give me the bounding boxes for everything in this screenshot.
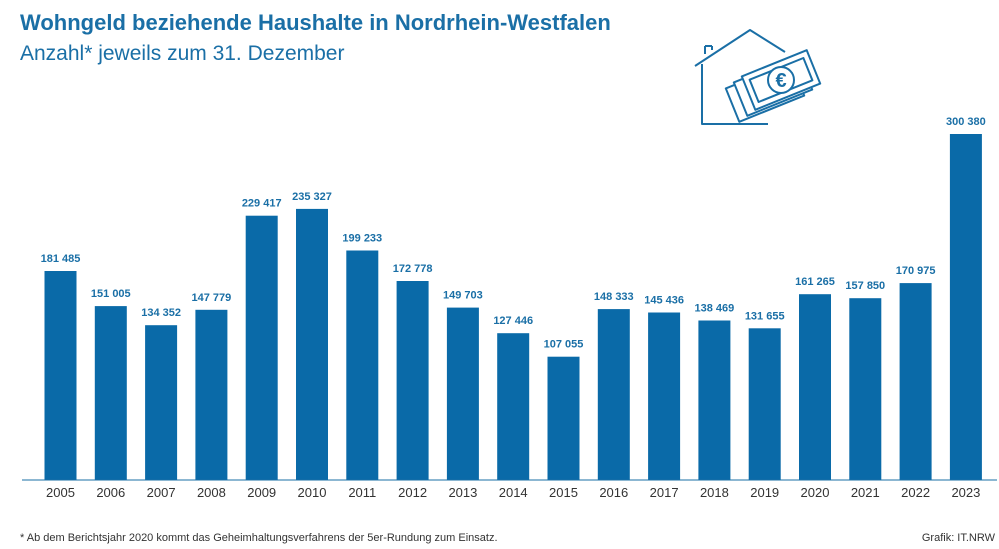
value-label-2023: 300 380 xyxy=(946,116,986,128)
x-tick-label-2021: 2021 xyxy=(851,485,880,500)
chart-subtitle: Anzahl* jeweils zum 31. Dezember xyxy=(20,42,345,65)
x-tick-label-2007: 2007 xyxy=(147,485,176,500)
bar-2011 xyxy=(346,250,379,480)
value-label-2018: 138 469 xyxy=(695,303,735,315)
x-tick-label-2013: 2013 xyxy=(448,485,477,500)
bar-2016 xyxy=(597,309,630,480)
bar-2009 xyxy=(245,215,278,480)
value-label-2021: 157 850 xyxy=(845,280,885,292)
x-tick-label-2011: 2011 xyxy=(348,485,376,500)
x-tick-label-2006: 2006 xyxy=(96,485,125,500)
bar-2018 xyxy=(698,320,731,480)
bar-2023 xyxy=(949,134,982,480)
x-tick-label-2016: 2016 xyxy=(599,485,628,500)
x-tick-label-2017: 2017 xyxy=(650,485,679,500)
bar-2019 xyxy=(748,328,781,480)
x-tick-label-2012: 2012 xyxy=(398,485,427,500)
chart-footnote: * Ab dem Berichtsjahr 2020 kommt das Geh… xyxy=(20,532,498,544)
value-label-2013: 149 703 xyxy=(443,290,483,302)
bar-2021 xyxy=(849,298,882,480)
x-tick-label-2020: 2020 xyxy=(801,485,830,500)
x-tick-label-2023: 2023 xyxy=(951,485,980,500)
bar-2008 xyxy=(195,309,228,480)
value-label-2016: 148 333 xyxy=(594,291,634,303)
bar-2005 xyxy=(44,271,77,480)
bar-2014 xyxy=(497,333,530,480)
value-label-2020: 161 265 xyxy=(795,276,835,288)
value-label-2019: 131 655 xyxy=(745,310,785,322)
value-label-2005: 181 485 xyxy=(41,253,81,265)
x-tick-label-2018: 2018 xyxy=(700,485,729,500)
bar-2015 xyxy=(547,356,580,480)
value-label-2009: 229 417 xyxy=(242,198,282,210)
bar-2022 xyxy=(899,283,932,480)
house-with-euro-banknotes-icon: € xyxy=(694,29,822,125)
euro-glyph: € xyxy=(775,70,786,92)
value-label-2006: 151 005 xyxy=(91,288,131,300)
value-label-2022: 170 975 xyxy=(896,265,936,277)
bar-2012 xyxy=(396,281,429,480)
value-label-2007: 134 352 xyxy=(141,307,181,319)
chart-title: Wohngeld beziehende Haushalte in Nordrhe… xyxy=(20,10,611,35)
x-tick-label-2014: 2014 xyxy=(499,485,528,500)
x-tick-label-2009: 2009 xyxy=(247,485,276,500)
x-tick-label-2005: 2005 xyxy=(46,485,75,500)
value-label-2010: 235 327 xyxy=(292,191,332,203)
value-label-2008: 147 779 xyxy=(192,292,232,304)
value-label-2012: 172 778 xyxy=(393,263,433,275)
x-tick-label-2010: 2010 xyxy=(298,485,327,500)
x-tick-label-2008: 2008 xyxy=(197,485,226,500)
value-label-2015: 107 055 xyxy=(544,339,584,351)
bar-2007 xyxy=(145,325,178,480)
x-tick-label-2019: 2019 xyxy=(750,485,779,500)
bar-2020 xyxy=(799,294,831,480)
bar-2013 xyxy=(446,307,479,480)
bar-2006 xyxy=(94,306,127,480)
bar-2010 xyxy=(296,208,328,480)
bar-chart: 181 485 2005 151 005 2006 134 352 2007 147 779… xyxy=(22,116,997,500)
value-label-2014: 127 446 xyxy=(493,315,533,327)
value-label-2011: 199 233 xyxy=(342,233,382,245)
bar-2017 xyxy=(648,312,681,480)
value-label-2017: 145 436 xyxy=(644,295,684,307)
x-tick-label-2022: 2022 xyxy=(901,485,930,500)
x-tick-label-2015: 2015 xyxy=(549,485,578,500)
chart-source: Grafik: IT.NRW xyxy=(921,532,995,544)
